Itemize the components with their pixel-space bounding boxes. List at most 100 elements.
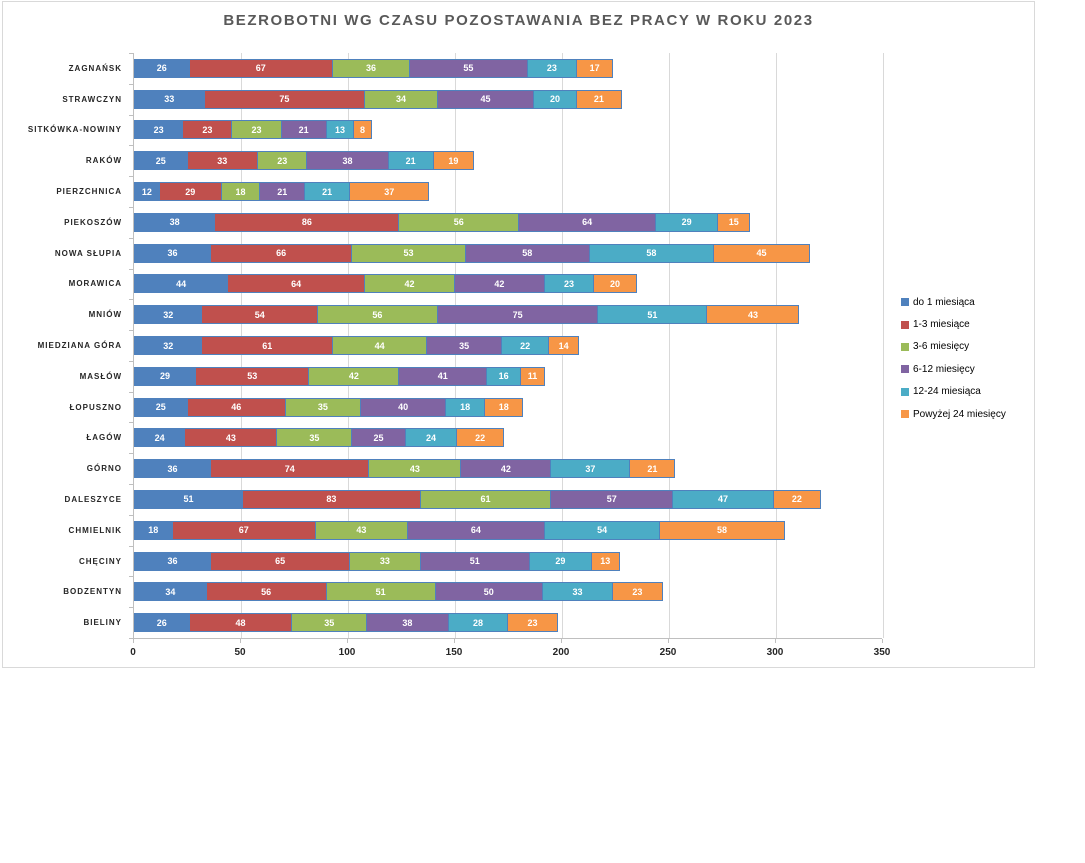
x-axis-tick-label: 100 [338, 647, 356, 658]
bar-segment: 21 [260, 182, 306, 202]
legend-label: Powyżej 24 miesięcy [913, 408, 1006, 420]
bar-segment: 42 [365, 274, 455, 294]
bar-value-label: 18 [498, 402, 509, 413]
bar-value-label: 19 [448, 155, 459, 166]
bar-value-label: 23 [202, 124, 213, 135]
bar-row: 36 65 33 51 29 13 [134, 551, 620, 571]
bar-segment: 23 [544, 274, 595, 294]
bar-value-label: 32 [163, 340, 174, 351]
category-label: BODZENTYN [63, 587, 122, 597]
bar-segment: 66 [211, 243, 353, 263]
bar-value-label: 32 [163, 309, 174, 320]
bar-segment: 35 [292, 613, 368, 633]
bar-value-label: 51 [647, 309, 658, 320]
legend-marker-icon [901, 365, 909, 374]
bar-value-label: 16 [498, 371, 509, 382]
legend-label: 12-24 miesiąca [913, 386, 981, 398]
bar-segment: 24 [405, 428, 458, 448]
bar-segment: 50 [435, 582, 543, 602]
bar-segment: 22 [457, 428, 505, 448]
bar-value-label: 29 [185, 186, 196, 197]
bar-row: 12 29 18 21 21 37 [134, 182, 430, 202]
category-label: DALESZYCE [64, 494, 122, 504]
bar-value-label: 48 [235, 617, 246, 628]
bar-row: 26 67 36 55 23 17 [134, 58, 614, 78]
bar-segment: 57 [551, 489, 674, 509]
bar-segment: 17 [576, 58, 614, 78]
bar-segment: 74 [211, 459, 370, 479]
bar-value-label: 33 [379, 556, 390, 567]
bar-value-label: 41 [437, 371, 448, 382]
bar-segment: 56 [399, 212, 520, 232]
bar-value-label: 18 [460, 402, 471, 413]
legend-marker-icon [901, 387, 909, 396]
legend-label: 1-3 miesiące [913, 319, 970, 331]
bar-segment: 21 [576, 89, 622, 109]
y-axis-tick [129, 422, 134, 424]
y-axis-tick [129, 53, 134, 54]
bar-segment: 58 [589, 243, 714, 263]
bar-value-label: 23 [563, 278, 574, 289]
bar-row: 38 86 56 64 29 15 [134, 212, 751, 232]
bar-value-label: 56 [372, 309, 383, 320]
bar-row: 32 54 56 75 51 43 [134, 305, 800, 325]
x-axis-tick-label: 50 [234, 647, 246, 658]
bar-value-label: 58 [522, 248, 533, 259]
bar-row: 36 74 43 42 37 21 [134, 459, 676, 479]
bar-segment: 18 [484, 397, 524, 417]
bar-segment: 64 [407, 520, 545, 540]
y-axis-tick [129, 83, 134, 85]
bar-value-label: 86 [301, 217, 312, 228]
bar-segment: 11 [521, 366, 545, 386]
bar-value-label: 13 [334, 124, 345, 135]
bar-value-label: 51 [469, 556, 480, 567]
category-label: MIEDZIANA GÓRA [37, 340, 122, 350]
bar-segment: 64 [228, 274, 366, 294]
bar-value-label: 22 [520, 340, 531, 351]
category-label: PIERZCHNICA [56, 187, 122, 197]
bar-value-label: 23 [527, 617, 538, 628]
x-axis-tick-label: 150 [445, 647, 463, 658]
bar-value-label: 28 [472, 617, 483, 628]
bar-segment: 75 [437, 305, 599, 325]
bar-value-label: 36 [167, 556, 178, 567]
bar-value-label: 43 [225, 432, 236, 443]
bar-segment: 61 [202, 336, 333, 355]
bar-value-label: 58 [716, 525, 727, 536]
y-axis-tick [129, 391, 134, 393]
bar-segment: 21 [281, 120, 327, 140]
bar-value-label: 22 [791, 494, 802, 505]
bar-value-label: 53 [247, 371, 258, 382]
bar-row: 23 23 23 21 13 8 [134, 120, 372, 140]
bar-value-label: 29 [160, 371, 171, 382]
category-label: NOWA SŁUPIA [54, 248, 122, 258]
bar-value-label: 26 [156, 617, 167, 628]
bar-value-label: 21 [322, 186, 333, 197]
bar-value-label: 36 [167, 248, 178, 259]
bar-row: 25 46 35 40 18 18 [134, 397, 524, 417]
legend-marker-icon [901, 298, 909, 307]
category-label: MNIÓW [88, 310, 122, 320]
bar-value-label: 67 [255, 63, 266, 74]
bar-segment: 24 [134, 428, 186, 448]
category-label: MASŁÓW [79, 371, 122, 381]
x-axis-tick-label: 300 [766, 647, 784, 658]
y-axis-tick [129, 176, 134, 178]
bar-segment: 18 [221, 182, 261, 202]
y-axis-tick [129, 330, 134, 332]
bar-segment: 35 [285, 397, 361, 417]
bar-segment: 65 [211, 551, 351, 571]
bar-value-label: 23 [632, 586, 643, 597]
bar-segment: 47 [673, 489, 774, 509]
bar-value-label: 29 [555, 556, 566, 567]
x-axis-tick [240, 639, 241, 643]
legend-label: do 1 miesiąca [913, 296, 975, 308]
bar-value-label: 47 [718, 494, 729, 505]
bar-row: 25 33 23 38 21 19 [134, 151, 475, 171]
legend-item: 12-24 miesiąca [901, 381, 1033, 403]
bar-value-label: 22 [475, 432, 486, 443]
y-axis-tick [129, 206, 134, 208]
bar-segment: 29 [134, 366, 197, 386]
bar-segment: 32 [134, 336, 203, 355]
bar-value-label: 40 [398, 402, 409, 413]
